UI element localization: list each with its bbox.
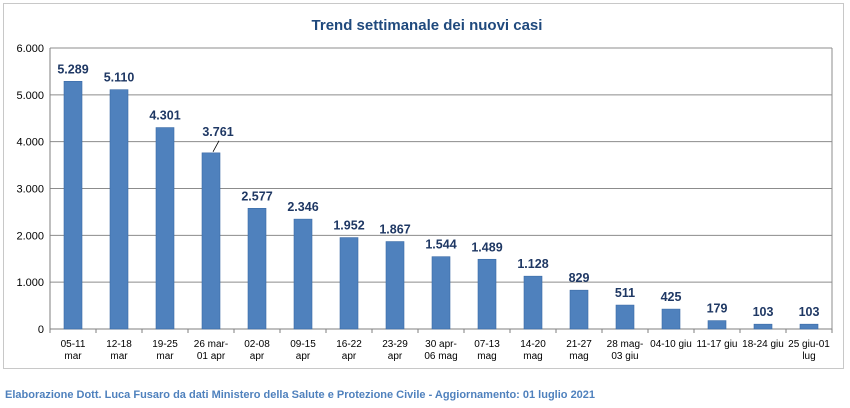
bar-chart: Trend settimanale dei nuovi casi 0 1.000 2… — [16, 17, 833, 362]
x-tick-label: mag — [477, 351, 496, 362]
y-tick-label: 2.000 — [16, 230, 44, 242]
x-tick-label: lug — [802, 351, 815, 362]
x-tick-label: 11-17 giu — [697, 339, 738, 350]
y-tick-label: 5.000 — [16, 90, 44, 102]
x-tick-label: mag — [523, 351, 542, 362]
x-tick-label: 30 apr- — [425, 339, 457, 350]
x-tick-label: 03 giu — [611, 351, 638, 362]
bar — [661, 308, 681, 330]
bar — [799, 323, 819, 330]
data-label: 425 — [661, 290, 682, 304]
y-tick-label: 6.000 — [16, 43, 44, 55]
chart-title: Trend settimanale dei nuovi casi — [312, 17, 543, 34]
x-tick-label: 19-25 — [152, 339, 178, 350]
x-tick-label: 06 mag — [424, 351, 457, 362]
data-label: 829 — [569, 271, 590, 285]
x-tick-label: mar — [110, 351, 128, 362]
x-tick-label: 07-13 — [474, 339, 500, 350]
y-tick-label: 4.000 — [16, 137, 44, 149]
bar — [63, 80, 83, 330]
data-label: 1.128 — [517, 257, 548, 271]
bar — [615, 304, 635, 330]
bar — [707, 320, 727, 330]
x-tick-label: 25 giu-01 — [788, 339, 830, 350]
x-tick-label: 21-27 — [566, 339, 592, 350]
bar — [339, 237, 359, 330]
x-tick-label: apr — [296, 351, 311, 362]
x-tick-label: 05-11 — [61, 339, 86, 350]
data-label: 179 — [707, 302, 728, 316]
data-label: 4.301 — [149, 109, 180, 123]
x-tick-label: 01 apr — [197, 351, 226, 362]
bar — [431, 256, 451, 330]
footer-note: Elaborazione Dott. Luca Fusaro da dati M… — [5, 389, 596, 401]
x-tick-label: mag — [569, 351, 588, 362]
data-label: 5.110 — [104, 71, 135, 85]
y-tick-label: 0 — [38, 324, 44, 336]
bar — [477, 258, 497, 330]
x-tick-label: apr — [342, 351, 357, 362]
bar — [155, 127, 175, 330]
bar — [247, 208, 267, 330]
x-tick-label: apr — [388, 351, 403, 362]
bar — [385, 241, 405, 330]
chart-frame: Trend settimanale dei nuovi casi 0 1.000 2… — [3, 3, 844, 369]
bar — [201, 152, 221, 330]
x-tick-label: 14-20 — [520, 339, 546, 350]
x-tick-label: 18-24 giu — [742, 339, 784, 350]
bar — [109, 89, 129, 330]
y-tick-label: 1.000 — [16, 277, 44, 289]
data-label: 1.867 — [379, 223, 410, 237]
data-label-leader — [212, 140, 220, 153]
x-tick-label: 02-08 — [244, 339, 270, 350]
data-label: 103 — [753, 305, 774, 319]
bar — [523, 275, 543, 330]
data-label: 2.346 — [287, 200, 318, 214]
data-label: 3.761 — [202, 125, 233, 139]
x-tick-label: 23-29 — [382, 339, 408, 350]
data-label: 1.952 — [333, 219, 364, 233]
x-tick-label: 04-10 giu — [650, 339, 692, 350]
data-label: 1.489 — [471, 240, 502, 254]
x-tick-label: mar — [64, 351, 82, 362]
x-tick-label: apr — [250, 351, 265, 362]
bar — [753, 323, 773, 330]
x-tick-label: mar — [156, 351, 174, 362]
x-tick-label: 28 mag- — [607, 339, 644, 350]
x-tick-label: 16-22 — [336, 339, 362, 350]
bar — [293, 218, 313, 330]
x-tick-label: 26 mar- — [194, 339, 228, 350]
x-tick-label: 12-18 — [106, 339, 132, 350]
y-tick-label: 3.000 — [16, 184, 44, 196]
data-label: 511 — [615, 286, 635, 300]
data-label: 103 — [799, 305, 820, 319]
x-tick-label: 09-15 — [290, 339, 316, 350]
data-label: 5.289 — [57, 62, 88, 76]
data-label: 2.577 — [241, 189, 272, 203]
data-label: 1.544 — [425, 238, 456, 252]
bar — [569, 289, 589, 330]
